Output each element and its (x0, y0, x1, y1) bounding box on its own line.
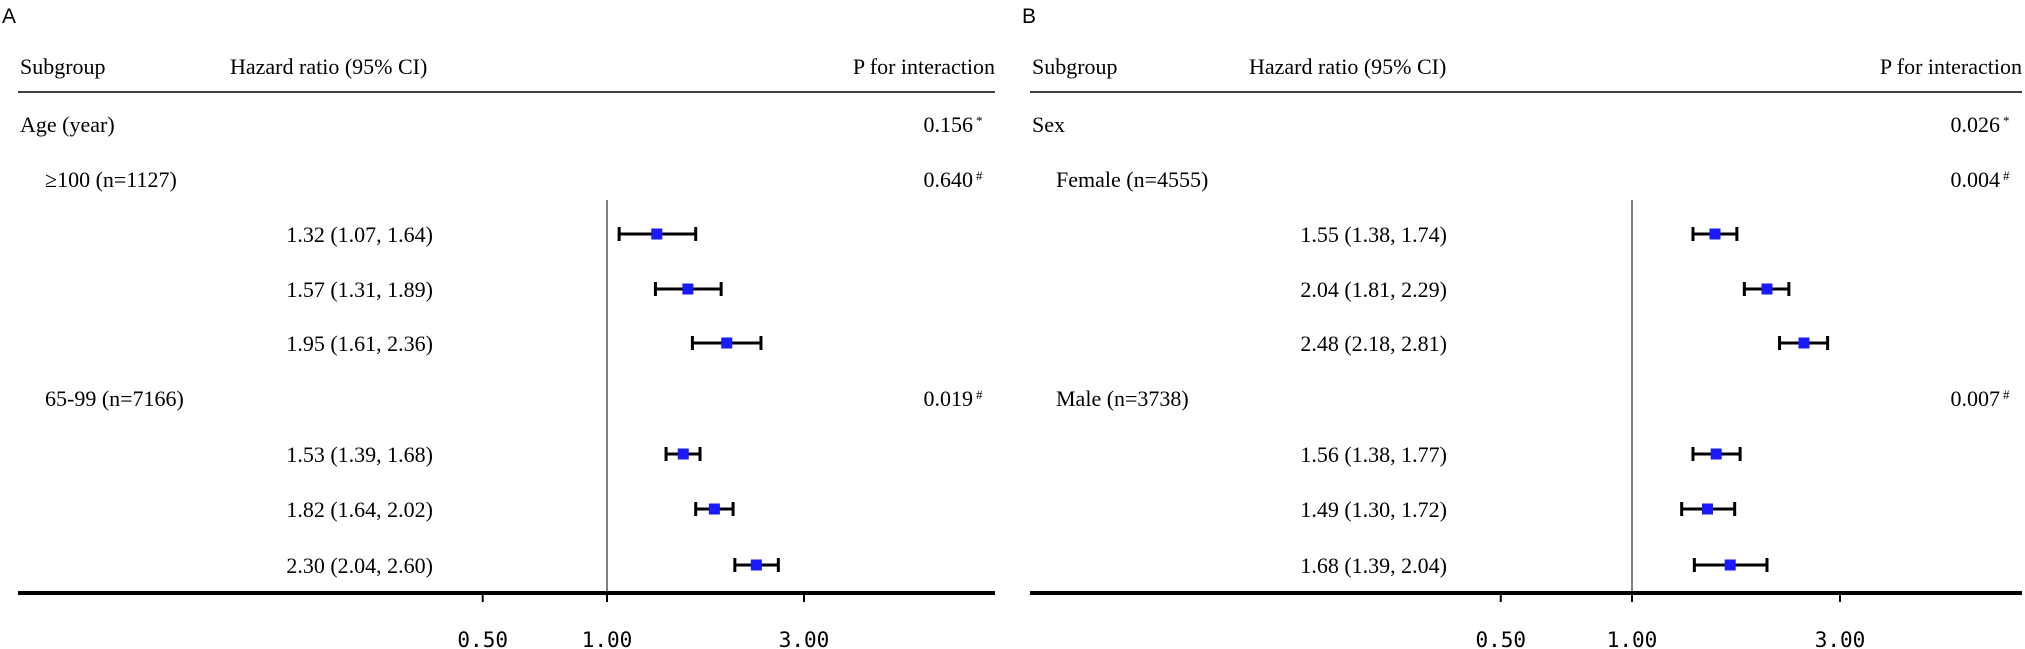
hr-point-marker (677, 448, 689, 460)
p-value-mark: # (2003, 387, 2010, 402)
hr-estimate-text: 1.32 (1.07, 1.64) (286, 222, 433, 247)
hr-estimate-text: 1.56 (1.38, 1.77) (1300, 442, 1447, 467)
forest-panel-b: B Subgroup Hazard ratio (95% CI) P for inte… (1022, 5, 2022, 649)
hr-estimate-text: 1.68 (1.39, 2.04) (1300, 553, 1447, 578)
hr-estimate-text: 2.30 (2.04, 2.60) (286, 553, 433, 578)
header-hazard-ratio: Hazard ratio (95% CI) (230, 54, 427, 79)
group-label: Age (year) (20, 112, 115, 137)
x-tick-label: 0.50 (457, 628, 508, 649)
hr-estimate-text: 2.48 (2.18, 2.81) (1300, 331, 1447, 356)
hr-estimate-text: 1.49 (1.30, 1.72) (1300, 497, 1447, 522)
hr-point-marker (682, 283, 694, 295)
x-tick-label: 3.00 (1815, 628, 1866, 649)
x-tick-label: 3.00 (779, 628, 830, 649)
hr-estimate-text: 1.53 (1.39, 1.68) (286, 442, 433, 467)
hr-estimate-text: 1.95 (1.61, 2.36) (286, 331, 433, 356)
x-tick-label: 1.00 (1607, 628, 1658, 649)
subgroup-label: 65-99 (n=7166) (45, 386, 184, 411)
header-subgroup: Subgroup (1032, 54, 1118, 79)
group-label: Sex (1032, 112, 1065, 137)
p-value: 0.640 (924, 167, 974, 192)
p-value: 0.004 (1951, 167, 2001, 192)
header-p-interaction: P for interaction (853, 54, 995, 79)
header-p-interaction: P for interaction (1880, 54, 2022, 79)
p-value-mark: * (2003, 113, 2010, 128)
p-value: 0.007 (1951, 386, 2001, 411)
panel-letter: B (1022, 5, 1036, 28)
forest-panel-a: A Subgroup Hazard ratio (95% CI) P for inte… (2, 5, 995, 649)
p-value: 0.156 (924, 112, 974, 137)
x-tick-label: 0.50 (1475, 628, 1526, 649)
header-hazard-ratio: Hazard ratio (95% CI) (1249, 54, 1446, 79)
p-value: 0.026 (1951, 112, 2001, 137)
p-value-mark: * (976, 113, 983, 128)
x-tick-label: 1.00 (582, 628, 633, 649)
p-value-mark: # (976, 387, 983, 402)
subgroup-label: Male (n=3738) (1056, 386, 1189, 411)
hr-point-marker (1710, 448, 1722, 460)
hr-point-marker (1709, 228, 1721, 240)
hr-estimate-text: 1.82 (1.64, 2.02) (286, 497, 433, 522)
hr-point-marker (651, 228, 663, 240)
hr-estimate-text: 1.55 (1.38, 1.74) (1300, 222, 1447, 247)
p-value: 0.019 (924, 386, 974, 411)
subgroup-label: Female (n=4555) (1056, 167, 1208, 192)
p-value-mark: # (2003, 168, 2010, 183)
hr-point-marker (750, 559, 762, 571)
panel-letter: A (2, 5, 16, 28)
hr-point-marker (708, 503, 720, 515)
hr-point-marker (721, 337, 733, 349)
hr-point-marker (1761, 283, 1773, 295)
hr-estimate-text: 2.04 (1.81, 2.29) (1300, 277, 1447, 302)
hr-point-marker (1798, 337, 1810, 349)
p-value-mark: # (976, 168, 983, 183)
header-subgroup: Subgroup (20, 54, 106, 79)
subgroup-label: ≥100 (n=1127) (45, 167, 177, 192)
hr-point-marker (1702, 503, 1714, 515)
hr-estimate-text: 1.57 (1.31, 1.89) (286, 277, 433, 302)
hr-point-marker (1724, 559, 1736, 571)
